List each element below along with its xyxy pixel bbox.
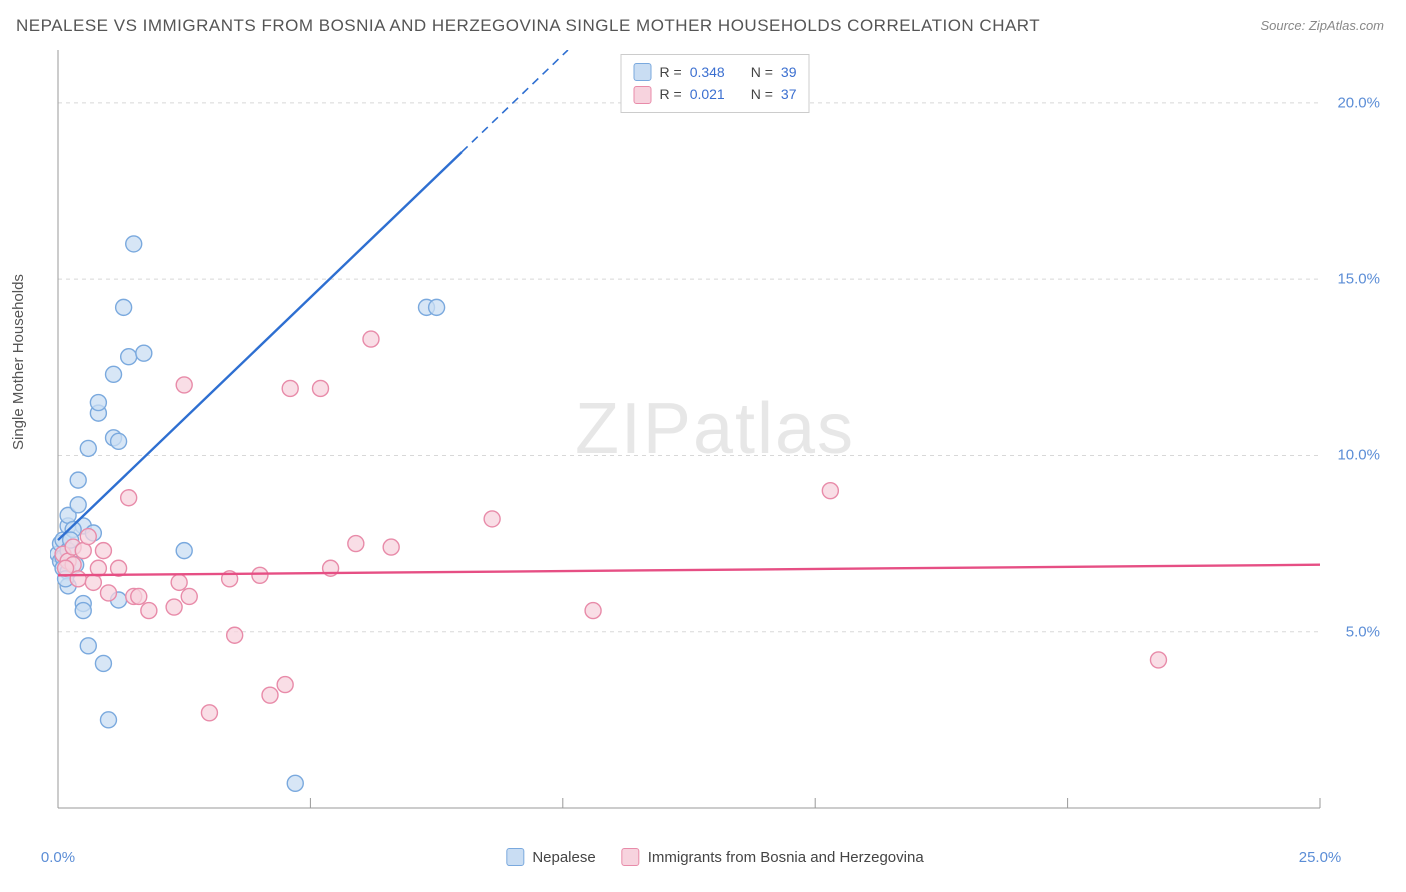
- n-label: N =: [751, 61, 773, 83]
- x-tick-label: 25.0%: [1299, 849, 1342, 866]
- stats-row-1: R = 0.348 N = 39: [634, 61, 797, 83]
- stats-box: R = 0.348 N = 39 R = 0.021 N = 37: [621, 54, 810, 113]
- r-label: R =: [660, 83, 682, 105]
- y-tick-label: 15.0%: [1337, 271, 1380, 288]
- chart-title: NEPALESE VS IMMIGRANTS FROM BOSNIA AND H…: [16, 16, 1040, 36]
- r-value-2: 0.021: [690, 83, 725, 105]
- n-value-1: 39: [781, 61, 797, 83]
- chart-svg: [50, 50, 1380, 840]
- swatch-series-1: [634, 63, 652, 81]
- bottom-legend: Nepalese Immigrants from Bosnia and Herz…: [506, 848, 923, 866]
- stats-row-2: R = 0.021 N = 37: [634, 83, 797, 105]
- legend-item-2: Immigrants from Bosnia and Herzegovina: [622, 848, 924, 866]
- r-value-1: 0.348: [690, 61, 725, 83]
- n-label: N =: [751, 83, 773, 105]
- legend-swatch-1: [506, 848, 524, 866]
- legend-label-2: Immigrants from Bosnia and Herzegovina: [648, 849, 924, 866]
- x-tick-label: 0.0%: [41, 849, 75, 866]
- y-tick-label: 5.0%: [1346, 623, 1380, 640]
- legend-item-1: Nepalese: [506, 848, 595, 866]
- y-axis-label: Single Mother Households: [10, 274, 27, 450]
- legend-swatch-2: [622, 848, 640, 866]
- legend-label-1: Nepalese: [532, 849, 595, 866]
- y-tick-label: 20.0%: [1337, 94, 1380, 111]
- n-value-2: 37: [781, 83, 797, 105]
- y-tick-label: 10.0%: [1337, 447, 1380, 464]
- source-label: Source: ZipAtlas.com: [1260, 18, 1384, 33]
- r-label: R =: [660, 61, 682, 83]
- swatch-series-2: [634, 86, 652, 104]
- chart-plot-area: ZIPatlas R = 0.348 N = 39 R = 0.021 N = …: [50, 50, 1380, 840]
